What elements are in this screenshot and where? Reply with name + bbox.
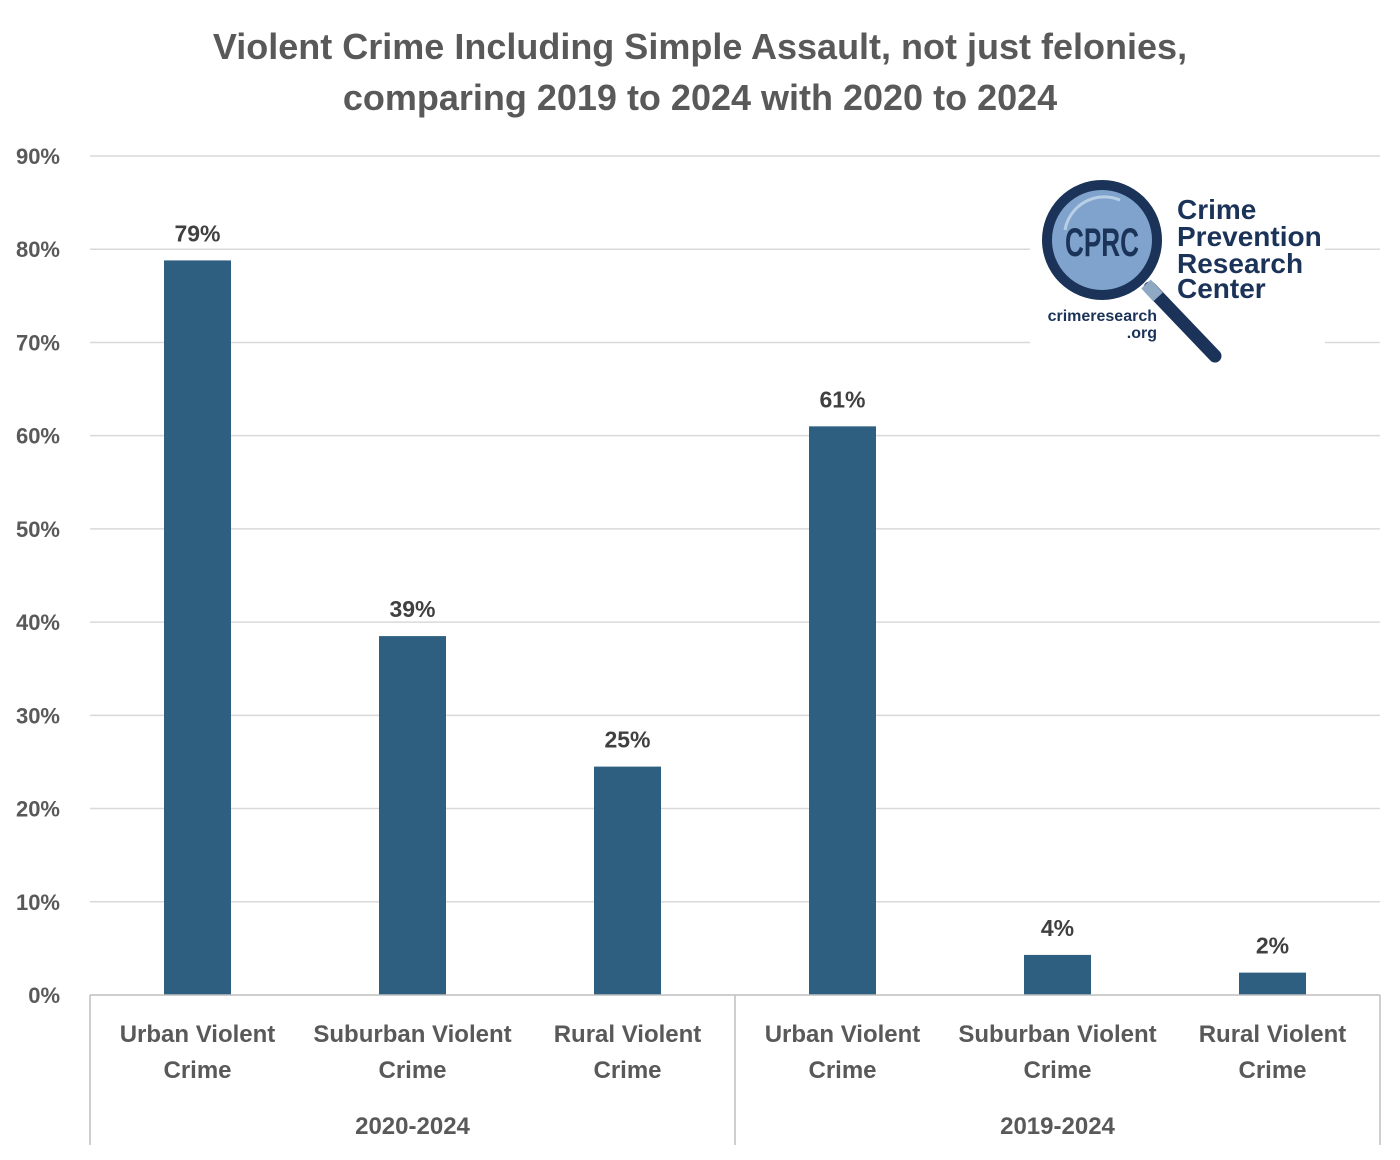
logo-url-1: crimeresearch xyxy=(1048,308,1157,325)
chart-title-line-2: comparing 2019 to 2024 with 2020 to 2024 xyxy=(343,77,1057,118)
cprc-logo: CPRC Crime Prevention Research Center cr… xyxy=(1030,175,1325,365)
y-tick-label: 70% xyxy=(16,330,60,355)
logo-name-1: Crime xyxy=(1177,194,1256,225)
bar xyxy=(164,260,231,995)
bar xyxy=(379,636,446,995)
magnifier-lens-icon xyxy=(1042,180,1162,300)
logo-initials: CPRC xyxy=(1065,221,1139,265)
y-tick-label: 20% xyxy=(16,797,60,822)
category-label-line-2: Crime xyxy=(163,1057,231,1084)
data-label: 39% xyxy=(389,596,435,622)
bar xyxy=(594,766,661,995)
group-label: 2020-2024 xyxy=(355,1113,470,1140)
bars: 79% 39% 25% 61% 4% 2% xyxy=(164,220,1306,995)
y-axis-ticks: 0% 10% 20% 30% 40% 50% 60% 70% 80% 90% xyxy=(16,144,60,1008)
category-label-line-2: Crime xyxy=(808,1057,876,1084)
logo-name-4: Center xyxy=(1177,273,1266,304)
y-tick-label: 60% xyxy=(16,424,60,449)
logo-url-2: .org xyxy=(1127,325,1157,342)
y-tick-label: 50% xyxy=(16,517,60,542)
category-label-line-1: Suburban Violent xyxy=(313,1021,511,1048)
data-label: 4% xyxy=(1041,915,1074,941)
data-label: 2% xyxy=(1256,933,1289,959)
category-label-line-2: Crime xyxy=(1238,1057,1306,1084)
bar xyxy=(1239,972,1306,995)
bar xyxy=(809,426,876,995)
category-label-line-1: Rural Violent xyxy=(1199,1021,1347,1048)
category-label-line-1: Rural Violent xyxy=(554,1021,702,1048)
magnifier-handle xyxy=(1143,281,1222,363)
category-label-line-2: Crime xyxy=(1023,1057,1091,1084)
category-label-line-2: Crime xyxy=(593,1057,661,1084)
category-label-line-1: Suburban Violent xyxy=(958,1021,1156,1048)
y-tick-label: 80% xyxy=(16,237,60,262)
y-tick-label: 90% xyxy=(16,144,60,169)
logo-name-2: Prevention xyxy=(1177,221,1322,252)
category-label-line-2: Crime xyxy=(378,1057,446,1084)
y-tick-label: 0% xyxy=(28,983,60,1008)
group-label: 2019-2024 xyxy=(1000,1113,1115,1140)
gridlines xyxy=(90,155,1380,903)
data-label: 25% xyxy=(604,727,650,753)
bar xyxy=(1024,954,1091,995)
y-tick-label: 40% xyxy=(16,610,60,635)
x-axis: Urban Violent Crime Suburban Violent Crime R… xyxy=(89,994,1381,1145)
y-tick-label: 30% xyxy=(16,703,60,728)
logo-name-3: Research xyxy=(1177,248,1303,279)
data-label: 61% xyxy=(819,386,865,412)
data-label: 79% xyxy=(174,220,220,246)
category-label-line-1: Urban Violent xyxy=(765,1021,921,1048)
chart-title-line-1: Violent Crime Including Simple Assault, … xyxy=(213,26,1187,67)
category-label-line-1: Urban Violent xyxy=(120,1021,276,1048)
y-tick-label: 10% xyxy=(16,890,60,915)
